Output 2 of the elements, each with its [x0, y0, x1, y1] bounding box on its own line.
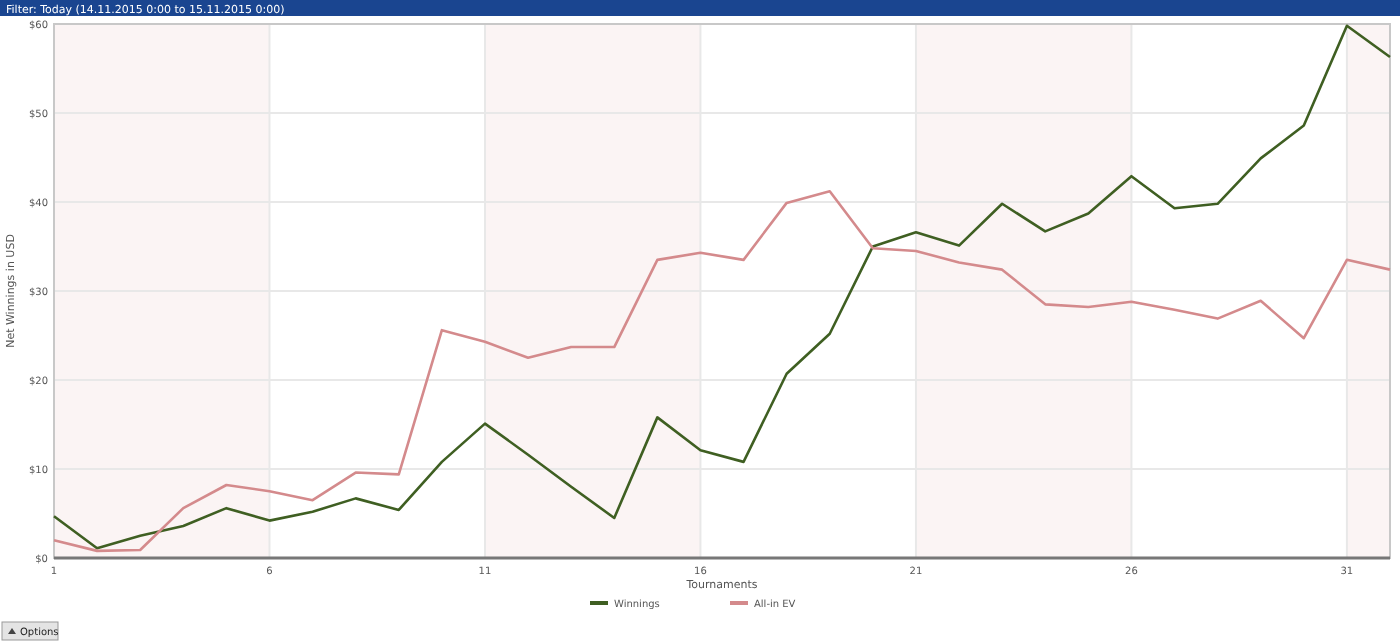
- line-series: [52, 24, 1392, 550]
- line-series: [52, 190, 1392, 553]
